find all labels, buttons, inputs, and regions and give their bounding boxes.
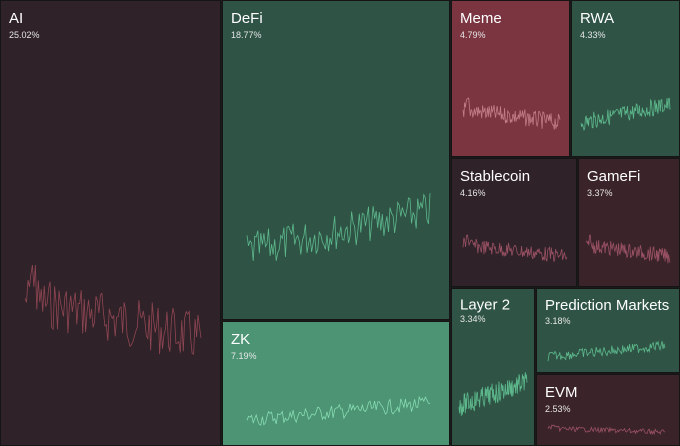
- tile-value: 3.34%: [460, 314, 486, 324]
- tile-value: 7.19%: [231, 351, 257, 361]
- tile: [451, 288, 535, 446]
- tile: [451, 158, 577, 287]
- sparkline: [458, 372, 528, 416]
- tile: [578, 158, 680, 287]
- tile-label: EVM: [545, 384, 578, 401]
- tile-value: 3.18%: [545, 316, 571, 326]
- sparkline: [585, 234, 671, 264]
- tile: [222, 321, 450, 446]
- tile-label: Stablecoin: [460, 168, 530, 185]
- tile-label: ZK: [231, 331, 250, 348]
- sparkline: [547, 424, 666, 436]
- sparkline: [24, 264, 202, 355]
- tile-label: RWA: [580, 10, 614, 27]
- tile-label: Layer 2: [460, 296, 510, 313]
- sparkline: [462, 234, 568, 262]
- tile: [451, 0, 570, 157]
- tile-label: DeFi: [231, 10, 263, 27]
- tile-label: Prediction Markets: [545, 297, 669, 314]
- tile: [0, 0, 221, 446]
- tile-label: GameFi: [587, 168, 640, 185]
- sparkline: [547, 340, 666, 362]
- sparkline: [246, 193, 431, 261]
- tile-label: AI: [9, 10, 23, 27]
- tile-value: 4.79%: [460, 30, 486, 40]
- tile: [222, 0, 450, 320]
- tile-value: 25.02%: [9, 30, 40, 40]
- tile-value: 4.33%: [580, 30, 606, 40]
- tile-value: 2.53%: [545, 404, 571, 414]
- tile: [536, 374, 680, 446]
- sparkline: [580, 97, 671, 132]
- tile: [571, 0, 680, 157]
- tile-value: 18.77%: [231, 30, 262, 40]
- tile-value: 4.16%: [460, 188, 486, 198]
- tile-label: Meme: [460, 10, 502, 27]
- sparkline: [246, 395, 431, 426]
- sparkline: [462, 97, 561, 130]
- tile-value: 3.37%: [587, 188, 613, 198]
